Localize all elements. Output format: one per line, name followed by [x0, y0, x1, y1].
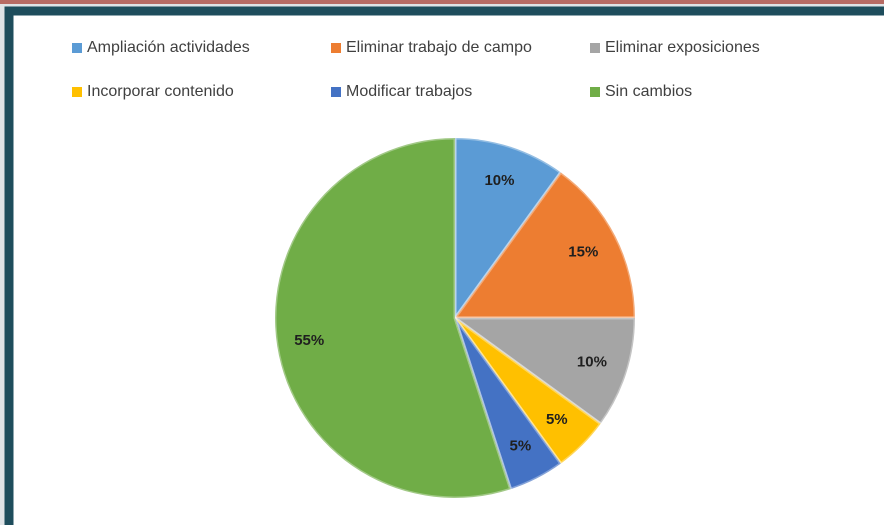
legend-label: Eliminar exposiciones: [605, 39, 760, 56]
data-label: 5%: [510, 437, 532, 454]
legend-label: Ampliación actividades: [87, 39, 250, 56]
top-strip: [0, 0, 884, 4]
legend-swatch: [590, 87, 600, 97]
pie-slice: [273, 136, 513, 500]
pie-slice: [453, 317, 563, 492]
data-label: 10%: [484, 172, 514, 189]
legend-label: Incorporar contenido: [87, 83, 234, 100]
legend-label: Sin cambios: [605, 83, 692, 100]
pie-slice: [453, 316, 603, 466]
legend-swatch: [331, 43, 341, 53]
pie-slice: [450, 316, 637, 426]
legend-label: Eliminar trabajo de campo: [346, 39, 532, 56]
data-label: 15%: [568, 244, 598, 261]
data-label: 10%: [577, 353, 607, 370]
data-label: 55%: [294, 332, 324, 349]
pie-slice: [452, 170, 637, 320]
legend-swatch: [72, 87, 82, 97]
legend-swatch: [590, 43, 600, 53]
legend-swatch: [72, 43, 82, 53]
data-label: 5%: [546, 411, 568, 428]
legend-swatch: [331, 87, 341, 97]
legend-label: Modificar trabajos: [346, 83, 472, 100]
pie-slice: [453, 136, 563, 323]
